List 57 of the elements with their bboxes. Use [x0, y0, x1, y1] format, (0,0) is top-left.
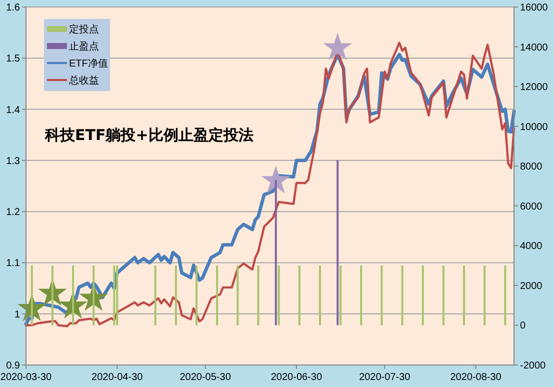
y-tick-label: 1.3 — [6, 156, 20, 167]
bar — [463, 266, 466, 326]
bar — [216, 266, 218, 326]
bar — [504, 266, 506, 326]
y2-tick-label: 14000 — [520, 42, 548, 54]
y2-tick-label: 0 — [520, 320, 526, 332]
bar — [442, 266, 444, 326]
y-tick-label: 1.1 — [6, 258, 20, 270]
bar — [422, 266, 424, 326]
point — [323, 32, 352, 60]
bar — [236, 266, 239, 326]
y-tick-label: 1.6 — [6, 2, 20, 14]
y-tick-label: 1.5 — [6, 54, 20, 65]
bar — [274, 180, 277, 326]
x-tick-label: 2020-05-30 — [180, 372, 232, 383]
y-tick-label: 1 — [14, 309, 20, 320]
y-tick-label: 1.2 — [6, 207, 20, 218]
bar — [30, 266, 33, 326]
bar — [298, 266, 300, 326]
legend-label: 定投点 — [69, 24, 99, 36]
legend-label: 止盈点 — [69, 40, 99, 52]
y2-tick-label: 2000 — [520, 280, 543, 292]
bar — [278, 266, 280, 326]
bar — [116, 266, 118, 326]
x-tick-label: 2020-07-30 — [359, 372, 411, 383]
bar — [340, 266, 342, 326]
legend-label: 总收益 — [68, 74, 99, 86]
y2-tick-label: 6000 — [520, 201, 543, 212]
bar — [196, 266, 198, 326]
y2-tick-label: 12000 — [520, 82, 548, 94]
y-tick-label: 1.4 — [6, 104, 20, 116]
bar — [257, 266, 260, 326]
x-tick-label: 2020-08-30 — [450, 372, 502, 383]
bar — [360, 266, 362, 326]
x-tick-label: 2020-03-30 — [0, 372, 52, 383]
x-tick-label: 2020-06-30 — [270, 372, 322, 383]
bar — [92, 266, 95, 326]
bar — [51, 266, 54, 326]
bar — [484, 266, 486, 326]
bar — [72, 266, 74, 326]
point — [261, 166, 290, 194]
bar — [336, 160, 339, 326]
y2-tick-label: 4000 — [520, 241, 543, 252]
legend-label: ETF净值 — [69, 58, 108, 70]
bar — [174, 266, 177, 326]
bar — [154, 266, 156, 326]
bar — [318, 266, 321, 326]
bar — [401, 266, 404, 326]
y2-tick-label: 10000 — [520, 122, 548, 133]
text: 科技ETF躺投+比例止盈定投法 — [44, 126, 254, 144]
y2-tick-label: -2000 — [520, 360, 546, 372]
y2-tick-label: 8000 — [520, 162, 543, 173]
y-tick-label: 0.9 — [6, 360, 20, 372]
bar — [113, 266, 116, 326]
x-tick-label: 2020-04-30 — [92, 372, 144, 383]
y2-tick-label: 16000 — [520, 2, 548, 14]
bar — [380, 266, 383, 326]
